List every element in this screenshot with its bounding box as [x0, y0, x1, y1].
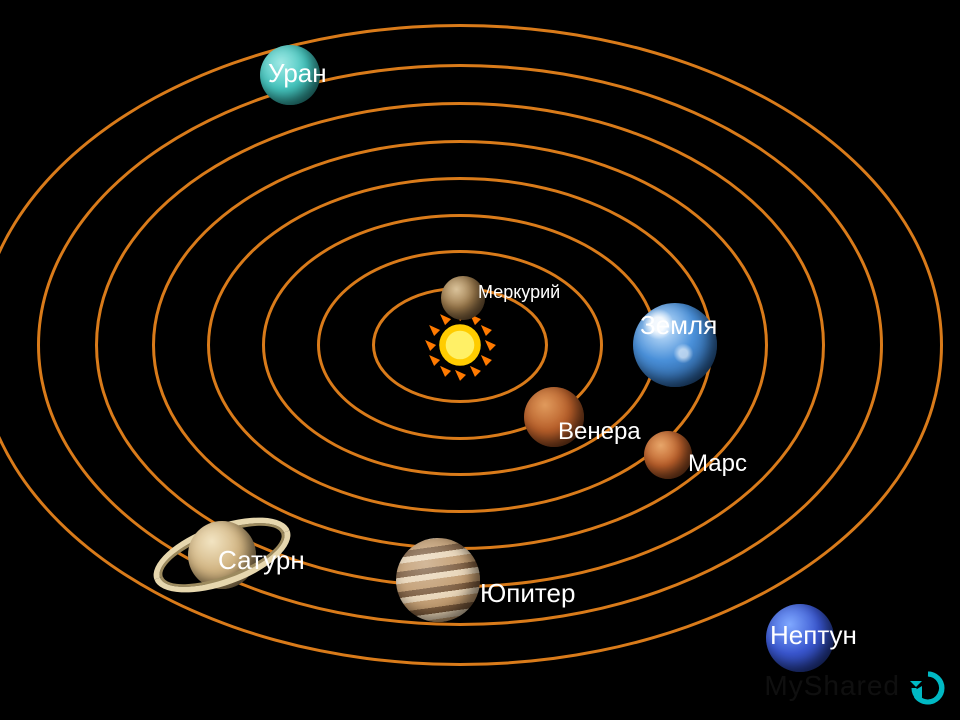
planet-mars	[644, 431, 692, 479]
back-arrow-icon	[908, 668, 948, 708]
label-jupiter: Юпитер	[480, 578, 575, 609]
label-venus: Венера	[558, 418, 641, 446]
label-uranus: Уран	[268, 58, 327, 89]
planet-jupiter	[396, 538, 480, 622]
label-saturn: Сатурн	[218, 545, 305, 576]
back-button[interactable]	[908, 668, 948, 708]
watermark: MyShared	[764, 670, 900, 702]
label-mercury: Меркурий	[478, 282, 560, 303]
label-mars: Марс	[688, 450, 747, 478]
label-neptune: Нептун	[770, 620, 857, 651]
label-earth: Земля	[640, 310, 717, 341]
solar-system-diagram: { "canvas": { "w": 960, "h": 720, "backg…	[0, 0, 960, 720]
